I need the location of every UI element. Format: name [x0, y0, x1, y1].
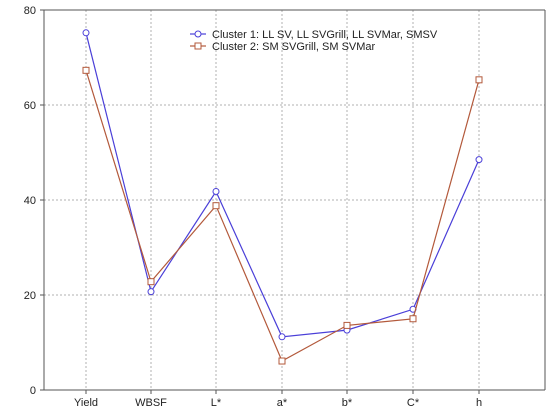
legend-swatch-marker: [194, 42, 202, 50]
legend: Cluster 1: LL SV, LL SVGrill, LL SVMar, …: [190, 29, 438, 53]
series: [82, 29, 483, 365]
grid-lines: [44, 10, 545, 390]
series-2: [82, 66, 483, 365]
data-point: [147, 278, 155, 286]
data-point: [475, 76, 483, 84]
x-tick-label: L*: [211, 397, 222, 409]
y-tick-label: 40: [24, 195, 36, 207]
x-tick-label: C*: [407, 397, 420, 409]
y-tick-label: 0: [30, 385, 36, 397]
y-tick-label: 80: [24, 5, 36, 17]
legend-label: Cluster 2: SM SVGrill, SM SVMar: [212, 41, 376, 53]
data-point: [278, 333, 286, 341]
y-tick-label: 60: [24, 100, 36, 112]
y-tick-label: 20: [24, 290, 36, 302]
data-point: [212, 187, 220, 195]
data-point: [82, 66, 90, 74]
y-tick-labels: 0 20 40 60 80: [24, 5, 44, 397]
x-tick-label: h: [476, 397, 482, 409]
x-tick-label: b*: [342, 397, 353, 409]
x-tick-labels: Yield WBSF L* a* b* C* h: [74, 390, 482, 409]
data-point: [212, 202, 220, 210]
data-point: [278, 357, 286, 365]
data-point: [409, 315, 417, 323]
legend-label: Cluster 1: LL SV, LL SVGrill, LL SVMar, …: [212, 29, 438, 41]
data-point: [475, 156, 483, 164]
legend-swatch-marker: [194, 30, 202, 38]
x-tick-label: WBSF: [135, 397, 167, 409]
data-point: [147, 288, 155, 296]
data-point: [82, 29, 90, 37]
legend-entry: Cluster 2: SM SVGrill, SM SVMar: [190, 41, 376, 53]
x-tick-label: a*: [277, 397, 288, 409]
x-tick-label: Yield: [74, 397, 98, 409]
series-1: [82, 29, 483, 341]
data-point: [343, 321, 351, 329]
legend-entry: Cluster 1: LL SV, LL SVGrill, LL SVMar, …: [190, 29, 438, 41]
